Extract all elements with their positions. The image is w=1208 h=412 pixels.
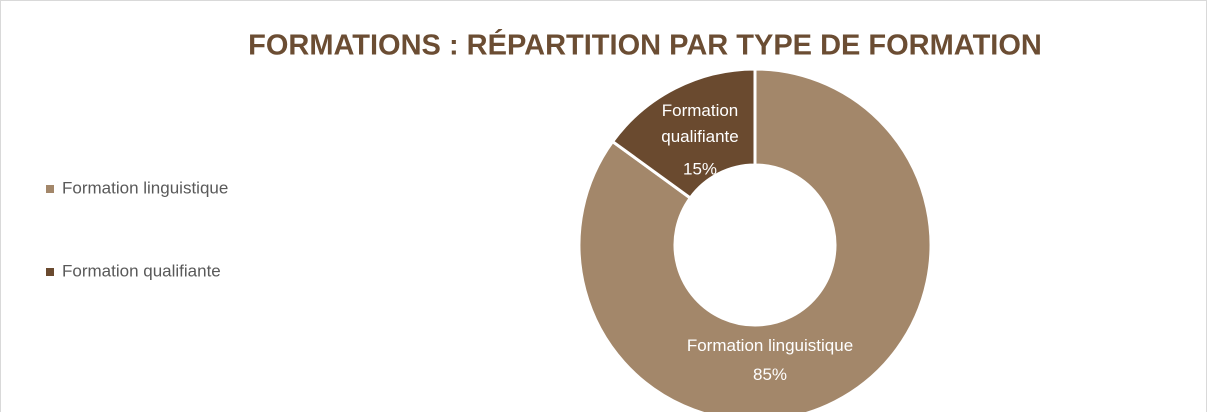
data-label-category: qualifiante bbox=[661, 127, 739, 146]
data-label: Formation linguistique 85% bbox=[687, 336, 853, 384]
data-label-category: Formation linguistique bbox=[687, 336, 853, 355]
data-label-value: 85% bbox=[753, 365, 787, 384]
legend-label: Formation linguistique bbox=[62, 178, 228, 197]
legend-swatch bbox=[46, 185, 54, 193]
legend-label: Formation qualifiante bbox=[62, 261, 221, 280]
slice bbox=[577, 67, 933, 412]
legend-swatch bbox=[46, 268, 54, 276]
data-label-value: 15% bbox=[683, 159, 717, 178]
slice bbox=[610, 67, 757, 201]
data-label-category: Formation qualifiante bbox=[661, 101, 739, 146]
data-label-category: Formation bbox=[662, 101, 739, 120]
chart-title: FORMATIONS : RÉPARTITION PAR TYPE DE FOR… bbox=[248, 28, 1042, 62]
